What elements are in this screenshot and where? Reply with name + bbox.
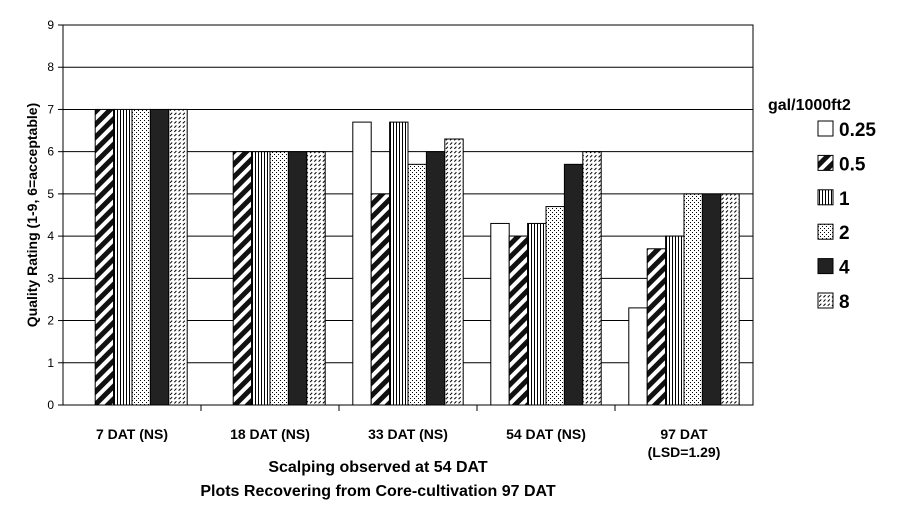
y-tick-label: 9 — [47, 18, 54, 32]
bar-2-cat-4 — [545, 206, 565, 406]
bar-0.25-cat-5 — [628, 307, 648, 406]
y-tick-label: 3 — [47, 271, 54, 285]
legend-label-1: 1 — [839, 189, 850, 210]
bar-8-cat-5 — [720, 193, 740, 406]
bar-2-cat-5 — [683, 193, 703, 406]
legend-label-2: 2 — [839, 223, 850, 244]
legend-label-8: 8 — [839, 292, 850, 313]
y-axis-label: Quality Rating (1-9, 6=acceptable) — [24, 103, 40, 327]
y-tick-label: 8 — [47, 60, 54, 74]
bar-8-cat-3 — [444, 138, 464, 406]
bar-4-cat-3 — [425, 151, 446, 406]
y-axis-ticks: 0 1 2 3 4 5 6 7 8 9 — [47, 18, 63, 412]
x-category-label: (LSD=1.29) — [648, 444, 721, 460]
bar-0.5-cat-5 — [646, 248, 667, 406]
bar-1-cat-3 — [389, 121, 409, 406]
bar-0.5-cat-4 — [508, 235, 529, 406]
bar-4-cat-1 — [149, 108, 170, 406]
y-tick-label: 0 — [47, 398, 54, 412]
bar-0.25-cat-3 — [352, 121, 372, 406]
legend-swatch-1 — [817, 189, 834, 206]
bar-4-cat-4 — [563, 163, 584, 406]
x-category-label: 33 DAT (NS) — [368, 426, 448, 442]
bar-0.5-cat-2 — [232, 151, 253, 406]
legend-swatch-2 — [817, 223, 834, 240]
bar-1-cat-2 — [251, 151, 271, 406]
bar-1-cat-5 — [665, 235, 685, 406]
x-category-label: 18 DAT (NS) — [230, 426, 310, 442]
x-axis-label-line-2: Plots Recovering from Core-cultivation 9… — [200, 483, 556, 500]
y-tick-label: 7 — [47, 102, 54, 116]
bar-8-cat-1 — [168, 108, 188, 406]
y-tick-label: 5 — [47, 187, 54, 201]
bar-2-cat-3 — [407, 163, 427, 406]
bar-0.5-cat-3 — [370, 193, 391, 406]
legend-swatch-4 — [817, 258, 834, 275]
x-axis-categories: 7 DAT (NS) 18 DAT (NS) 33 DAT (NS) 54 DAT (… — [96, 405, 720, 460]
x-category-label: 54 DAT (NS) — [506, 426, 586, 442]
legend-label-4: 4 — [839, 258, 850, 279]
x-category-label: 7 DAT (NS) — [96, 426, 168, 442]
y-tick-label: 1 — [47, 356, 54, 370]
bar-4-cat-2 — [287, 151, 308, 406]
bar-1-cat-4 — [527, 222, 547, 406]
bar-4-cat-5 — [701, 193, 722, 406]
bars — [94, 108, 740, 406]
legend-swatch-8 — [817, 292, 834, 309]
bar-2-cat-2 — [269, 151, 289, 406]
bar-8-cat-4 — [582, 151, 602, 406]
bar-1-cat-1 — [113, 108, 133, 406]
bar-2-cat-1 — [131, 108, 151, 406]
y-tick-label: 4 — [47, 229, 54, 243]
bar-8-cat-2 — [306, 151, 326, 406]
legend: gal/1000ft2 0.25 0.5 1 2 4 8 — [768, 97, 876, 313]
x-category-label: 97 DAT — [660, 426, 708, 442]
legend-title: gal/1000ft2 — [768, 97, 851, 114]
legend-label-0.5: 0.5 — [839, 154, 866, 175]
bar-0.25-cat-4 — [490, 222, 510, 406]
y-tick-label: 6 — [47, 145, 54, 159]
plot-frame — [62, 24, 754, 406]
legend-swatch-0.25 — [817, 120, 834, 137]
x-axis-label-line-1: Scalping observed at 54 DAT — [268, 459, 488, 476]
legend-swatch-0.5 — [817, 154, 834, 171]
bar-0.5-cat-1 — [94, 108, 115, 406]
y-tick-label: 2 — [47, 314, 54, 328]
legend-label-0.25: 0.25 — [839, 120, 876, 141]
